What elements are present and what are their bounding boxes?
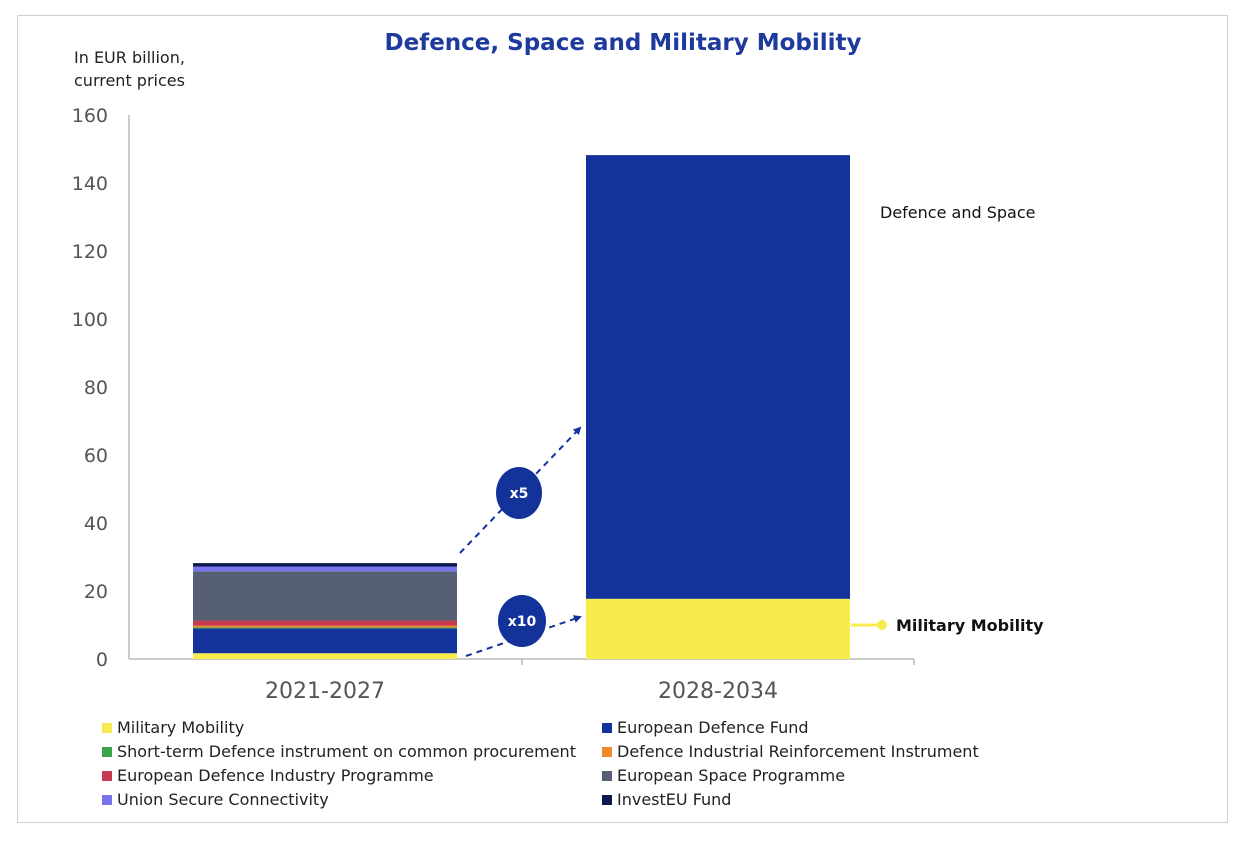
defence-space-label: Defence and Space [880,203,1035,222]
unit-label-line-2: current prices [74,71,185,90]
legend-item: European Defence Fund [602,718,809,737]
y-tick-label: 120 [72,241,108,263]
y-axis-unit-label: In EUR billion, current prices [74,46,234,92]
legend-label: European Space Programme [617,766,846,785]
annotations: x5 x10 Defence and Space Military Mobility [459,203,1044,657]
bar-segment [193,625,457,628]
y-tick-label: 100 [72,309,108,331]
legend-label: European Defence Industry Programme [117,766,434,785]
legend-swatch [102,795,112,805]
y-tick-label: 160 [72,105,108,127]
bar-segment [193,571,457,621]
legend-swatch [602,747,612,757]
legend-swatch [102,771,112,781]
chart-title: Defence, Space and Military Mobility [384,30,862,56]
growth-badge-mobility [498,595,546,647]
axes: 0 20 40 60 80 100 120 140 160 2021-2027 2028-2034 [72,105,915,704]
y-tick-label: 60 [84,445,108,467]
bars [193,155,850,659]
legend-swatch [602,795,612,805]
chart-frame [17,15,1228,823]
unit-label-line-1: In EUR billion, [74,48,185,67]
x-tick-label: 2028-2034 [658,679,778,704]
legend-swatch [602,771,612,781]
legend-label: Union Secure Connectivity [117,790,329,809]
legend-label: Defence Industrial Reinforcement Instrum… [617,742,979,761]
legend-label: European Defence Fund [617,718,809,737]
military-mobility-label: Military Mobility [896,616,1044,635]
legend-label: Military Mobility [117,718,245,737]
y-tick-label: 20 [84,581,108,603]
bar-segment [193,566,457,572]
growth-badge-mobility-text: x10 [508,614,537,630]
growth-badge-defence [496,467,542,519]
legend-label: Short-term Defence instrument on common … [117,742,576,761]
military-mobility-leader-dot [877,620,887,630]
legend-swatch [102,747,112,757]
bar-segment [193,563,457,567]
legend-item: Union Secure Connectivity [102,790,329,809]
bar-segment [586,598,850,659]
y-tick-label: 0 [96,649,108,671]
y-tick-label: 140 [72,173,108,195]
bar-segment [193,653,457,659]
legend-item: European Defence Industry Programme [102,766,434,785]
y-tick-label: 40 [84,513,108,535]
legend-swatch [102,723,112,733]
legend-item: InvestEU Fund [602,790,731,809]
growth-badge-defence-text: x5 [510,486,529,502]
x-tick-label: 2021-2027 [265,679,385,704]
growth-arrow-defence [459,426,582,554]
y-tick-label: 80 [84,377,108,399]
legend-item: Military Mobility [102,718,244,737]
legend-swatch [602,723,612,733]
legend-label: InvestEU Fund [617,790,732,809]
bar-segment [586,155,850,599]
bar-segment [193,627,457,629]
bar-segment [193,628,457,654]
legend-item: Short-term Defence instrument on common … [102,742,576,761]
legend-item: Defence Industrial Reinforcement Instrum… [602,742,979,761]
legend-item: European Space Programme [602,766,845,785]
bar-segment [193,620,457,626]
